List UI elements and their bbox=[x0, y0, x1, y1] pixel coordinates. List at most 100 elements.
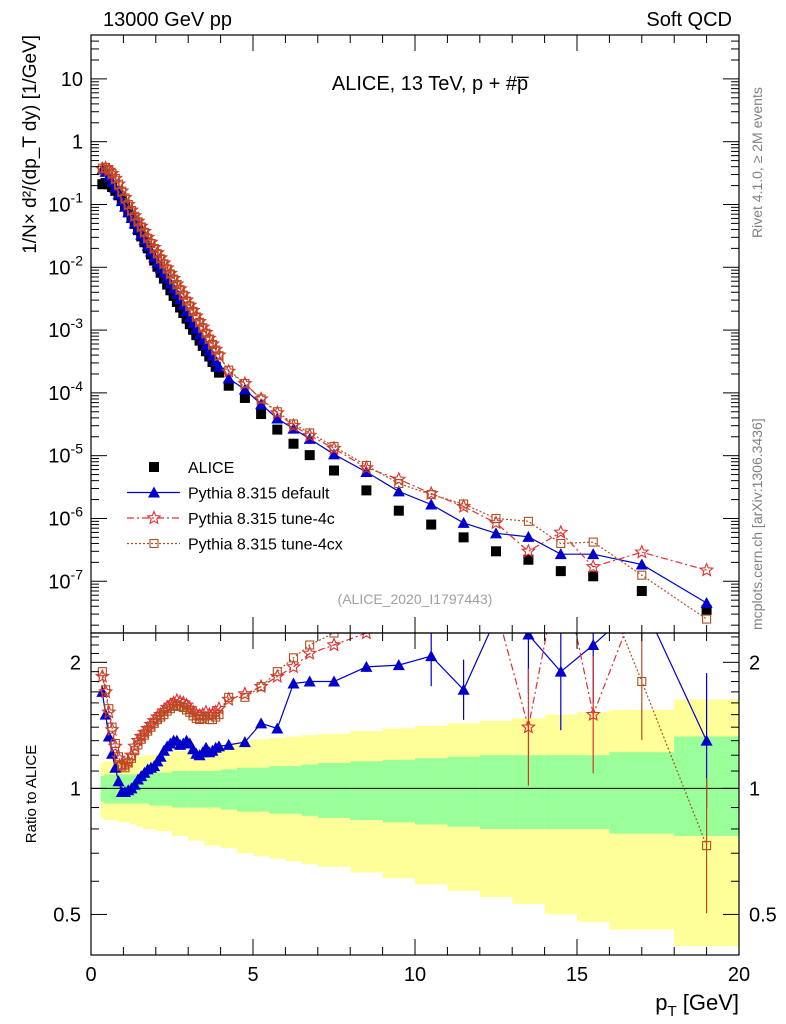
data-point-1-40 bbox=[271, 412, 284, 424]
band-inner-bin bbox=[204, 771, 221, 808]
y-axis-title: 1/N× d²/(dp_T dy) [1/GeV] bbox=[20, 35, 41, 254]
data-point-1-37 bbox=[222, 372, 235, 384]
ratio-point-3-36 bbox=[214, 710, 224, 720]
ratio-y-tick-label-right: 0.5 bbox=[749, 904, 777, 926]
ratio-point-3-29 bbox=[191, 713, 201, 723]
data-point-3-9 bbox=[126, 206, 137, 216]
ratio-point-2-9 bbox=[123, 747, 140, 762]
ratio-point-1-47 bbox=[457, 683, 470, 695]
data-point-2-42 bbox=[302, 427, 318, 442]
data-point-0-43 bbox=[329, 465, 339, 476]
ratio-y-tick-label-right: 2 bbox=[749, 652, 760, 674]
data-point-1-46 bbox=[425, 498, 438, 510]
ratio-point-3-26 bbox=[182, 705, 192, 715]
data-point-3-39 bbox=[256, 394, 266, 404]
ratio-point-1-37 bbox=[222, 738, 235, 750]
data-point-3-7 bbox=[120, 193, 130, 203]
y-tick-label: 10-5 bbox=[48, 441, 83, 468]
y-tick-label: 10-7 bbox=[48, 566, 83, 593]
legend-label-1: Pythia 8.315 default bbox=[188, 486, 330, 503]
band-inner-bin bbox=[253, 767, 270, 812]
ratio-point-1-48 bbox=[490, 612, 502, 623]
data-point-0-45 bbox=[393, 505, 404, 516]
data-point-2-49 bbox=[520, 543, 536, 558]
ratio-point-3-3 bbox=[107, 722, 117, 732]
data-point-3-36 bbox=[214, 351, 224, 361]
ratio-y-tick-label-right: 1 bbox=[749, 778, 760, 800]
data-point-0-39 bbox=[256, 409, 267, 420]
ratio-point-3-48 bbox=[492, 567, 500, 575]
ratio-point-3-52 bbox=[637, 676, 647, 687]
data-point-3-32 bbox=[201, 328, 211, 338]
data-point-3-50 bbox=[556, 538, 566, 549]
data-point-3-44 bbox=[361, 460, 371, 470]
data-point-2-47 bbox=[456, 498, 472, 513]
ratio-point-2-53 bbox=[700, 530, 712, 542]
y-tick-label: 1 bbox=[72, 132, 83, 154]
data-point-3-51 bbox=[588, 537, 598, 547]
data-point-2-50 bbox=[553, 524, 569, 539]
data-point-3-29 bbox=[191, 312, 201, 322]
data-point-3-17 bbox=[152, 249, 162, 259]
band-inner-bin bbox=[236, 767, 254, 812]
data-point-2-44 bbox=[358, 459, 374, 475]
band-inner-bin bbox=[317, 762, 351, 818]
x-tick-label: 5 bbox=[247, 964, 258, 986]
ratio-point-3-35 bbox=[211, 712, 221, 722]
band-inner-bin bbox=[415, 758, 448, 825]
data-point-3-42 bbox=[305, 428, 315, 438]
data-point-0-48 bbox=[491, 546, 501, 557]
data-point-3-5 bbox=[113, 179, 124, 189]
ratio-point-3-17 bbox=[152, 715, 162, 725]
ratio-point-2-3 bbox=[104, 721, 120, 737]
ratio-point-1-39 bbox=[255, 717, 268, 729]
ratio-point-3-22 bbox=[169, 701, 179, 711]
data-point-2-46 bbox=[423, 485, 439, 500]
ratio-point-1-49 bbox=[522, 633, 535, 640]
band-inner-bin bbox=[103, 774, 108, 804]
band-inner-bin bbox=[447, 756, 481, 827]
ratio-point-3-10 bbox=[130, 746, 140, 756]
ratio-point-3-40 bbox=[272, 667, 282, 677]
ratio-point-2-37 bbox=[221, 691, 237, 706]
data-point-3-30 bbox=[194, 317, 205, 327]
band-inner-bin bbox=[609, 752, 675, 834]
axes bbox=[90, 34, 740, 956]
band-inner-bin bbox=[301, 764, 319, 816]
ratio-point-2-51 bbox=[585, 706, 601, 722]
data-point-3-8 bbox=[123, 199, 133, 210]
data-point-2-39 bbox=[253, 391, 269, 406]
series-line-2 bbox=[102, 167, 707, 571]
band-inner-bin bbox=[220, 769, 238, 810]
ratio-point-1-46 bbox=[425, 650, 438, 662]
data-point-2-43 bbox=[326, 440, 342, 455]
band-inner-bin bbox=[116, 774, 121, 804]
ratio-point-2-4 bbox=[107, 738, 123, 753]
ratio-point-1-53 bbox=[700, 734, 713, 746]
data-point-3-1 bbox=[101, 162, 111, 172]
data-point-1-53 bbox=[700, 597, 713, 609]
legend-marker-3 bbox=[149, 538, 159, 549]
series-line-3 bbox=[102, 166, 707, 620]
ratio-point-2-41 bbox=[285, 658, 302, 674]
ratio-point-1-42 bbox=[303, 675, 316, 687]
ratio-y-tick-label-left: 1 bbox=[70, 778, 81, 800]
band-inner-bin bbox=[149, 772, 157, 806]
data-point-3-13 bbox=[139, 227, 150, 237]
data-point-0-47 bbox=[458, 532, 469, 543]
ratio-line-2 bbox=[101, 633, 626, 766]
ratio-point-1-41 bbox=[287, 677, 300, 689]
data-point-3-46 bbox=[426, 490, 436, 500]
data-point-3-10 bbox=[130, 211, 140, 221]
data-point-3-0 bbox=[97, 163, 107, 173]
legend-marker-0 bbox=[149, 462, 159, 472]
y-tick-label: 10 bbox=[61, 69, 83, 91]
data-point-2-38 bbox=[237, 375, 253, 391]
data-point-3-19 bbox=[159, 259, 169, 269]
data-point-1-52 bbox=[635, 558, 648, 570]
ratio-point-1-45 bbox=[392, 659, 405, 671]
data-point-0-53 bbox=[701, 604, 712, 615]
band-inner-bin bbox=[479, 755, 513, 829]
data-point-0-37 bbox=[223, 380, 234, 391]
ratio-point-3-6 bbox=[117, 761, 127, 771]
